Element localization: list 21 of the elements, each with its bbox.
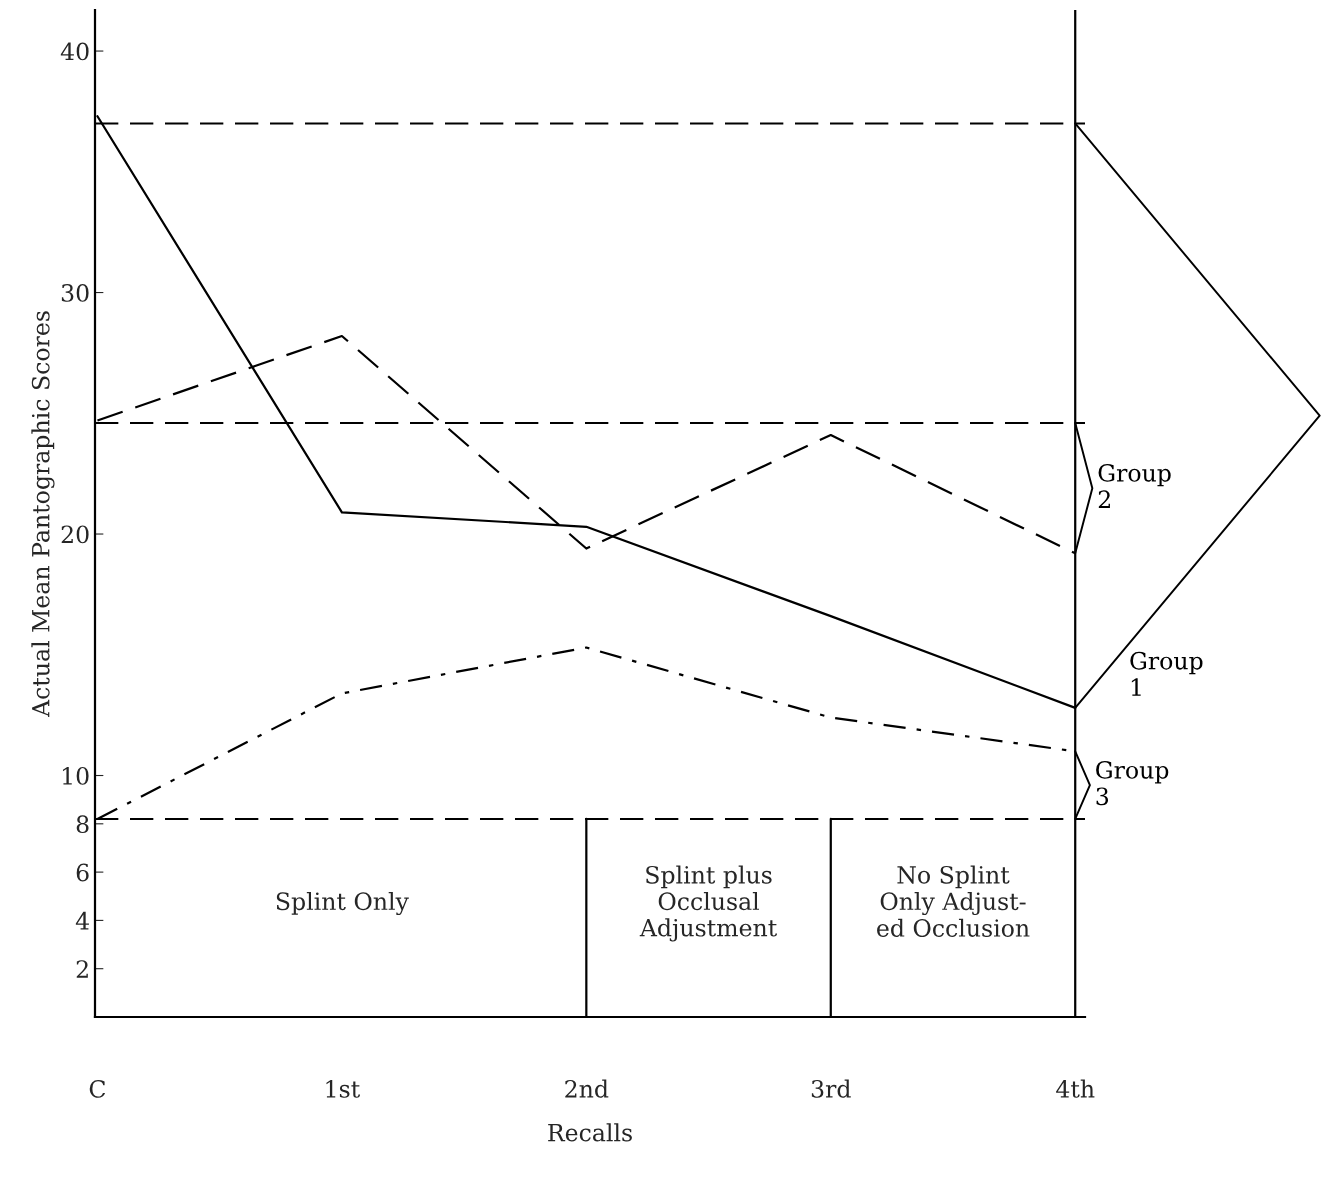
annotation: No Splint Only Adjust- ed Occlusion [877, 865, 1030, 937]
x-tick-label: 1st [326, 1079, 361, 1098]
annotation: Splint plus Occlusal Adjustment [639, 865, 778, 942]
x-tick-label: 3rd [811, 1079, 851, 1098]
y-tick-label: 30 [61, 283, 89, 302]
y-tick-label: 2 [76, 960, 88, 978]
y-tick-label: 6 [76, 863, 89, 882]
x-tick-label: C [89, 1079, 106, 1098]
x-tick-label: 4th [1056, 1079, 1095, 1098]
y-tick-label: 40 [60, 42, 89, 61]
y-tick-label: 10 [62, 766, 89, 785]
y-tick-label: 8 [76, 815, 89, 834]
annotation: Splint Only [276, 891, 409, 916]
x-axis-title: Recalls [548, 1123, 632, 1142]
text: Group 2 [1098, 463, 1171, 508]
y-axis-title: Actual Mean Pantographic Scores [31, 311, 55, 718]
series-label: Group 3 [1096, 760, 1169, 806]
text: Group 1 [1130, 651, 1203, 696]
y-tick-label: 4 [75, 911, 89, 930]
y-tick-label: 20 [61, 525, 89, 544]
x-tick-label: 2nd [565, 1079, 609, 1098]
